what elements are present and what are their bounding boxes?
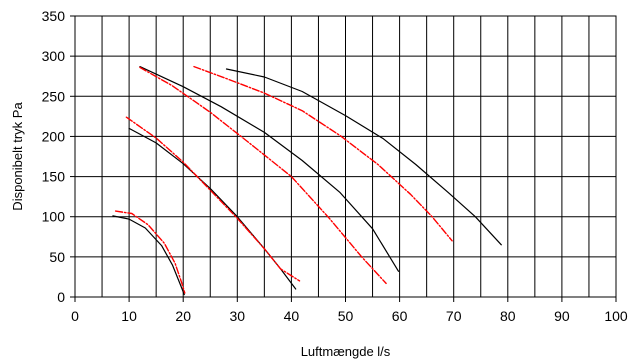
x-tick-label: 0 (71, 308, 79, 324)
series-line-5 (139, 65, 400, 272)
x-tick-label: 50 (338, 308, 354, 324)
y-tick-label: 50 (49, 249, 65, 265)
series-line-6 (139, 66, 387, 285)
data-series (112, 65, 502, 296)
x-tick-label: 60 (392, 308, 408, 324)
x-tick-label: 90 (554, 308, 570, 324)
y-tick-label: 200 (42, 128, 66, 144)
axis-ticks: 0 10 20 30 40 50 60 70 80 90 100 0 50 100 150 200 250 300… (42, 8, 628, 324)
x-tick-label: 20 (175, 308, 191, 324)
series-line-4 (125, 116, 301, 282)
y-tick-label: 100 (42, 209, 66, 225)
y-tick-label: 300 (42, 48, 66, 64)
x-tick-label: 80 (500, 308, 516, 324)
series-line-2 (114, 210, 186, 294)
y-tick-label: 150 (42, 169, 66, 185)
y-tick-label: 250 (42, 88, 66, 104)
grid-lines (75, 16, 616, 297)
series-line-1 (112, 215, 185, 296)
x-tick-label: 70 (446, 308, 462, 324)
y-axis-label: Disponibelt tryk Pa (10, 102, 25, 211)
y-tick-label: 350 (42, 8, 66, 24)
y-tick-label: 0 (57, 289, 65, 305)
x-tick-label: 10 (121, 308, 137, 324)
x-tick-label: 30 (230, 308, 246, 324)
x-tick-label: 40 (284, 308, 300, 324)
series-line-7 (225, 68, 502, 246)
series-line-8 (193, 65, 453, 242)
x-axis-label: Luftmængde l/s (301, 344, 391, 359)
x-tick-label: 100 (604, 308, 628, 324)
